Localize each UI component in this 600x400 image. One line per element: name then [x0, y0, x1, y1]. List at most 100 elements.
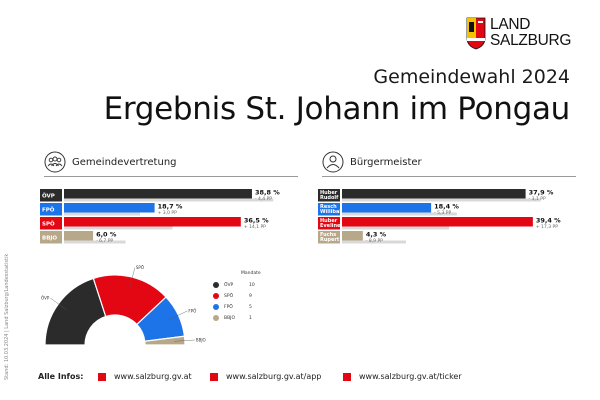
- change-label: - 4,4 PP: [255, 196, 272, 202]
- bar: [64, 189, 252, 199]
- category-label-box: [40, 203, 62, 216]
- legend-party: BBJO: [224, 315, 236, 321]
- value-label: 18,4 %: [434, 203, 459, 211]
- slice-leader-line: [50, 297, 67, 311]
- bar: [342, 231, 363, 241]
- bar-row-1: FPÖ 18,7 %+ 3,0 PP: [40, 203, 183, 216]
- logo-line-2: SALZBURG: [490, 31, 572, 49]
- previous-value-bar: [342, 212, 457, 216]
- change-label: + 14,1 PP: [244, 224, 266, 230]
- category-label-box: [40, 217, 62, 230]
- legend-item: BBJO 1: [213, 314, 283, 322]
- bar: [64, 203, 155, 213]
- legend-item: SPÖ 9: [213, 292, 283, 300]
- previous-value-bar: [64, 198, 274, 202]
- footer-link-text: www.salzburg.gv.at: [114, 372, 192, 381]
- group-people-icon: [44, 151, 66, 173]
- legend-item: FPÖ 5: [213, 303, 283, 311]
- bar-row-0: ÖVP 38,8 %- 4,4 PP: [40, 189, 280, 202]
- salzburg-shield-icon: [466, 17, 486, 50]
- bar: [64, 217, 241, 227]
- legend-dot: [213, 282, 219, 288]
- footer-link-ticker[interactable]: www.salzburg.gv.at/ticker: [343, 372, 462, 381]
- footer: Alle Infos: www.salzburg.gv.at www.salzb…: [38, 370, 598, 384]
- value-label: 39,4 %: [536, 217, 561, 225]
- mayor-section-label: Bürgermeister: [350, 156, 422, 168]
- mayor-section-rule: [322, 176, 576, 177]
- seat-distribution-chart: ÖVP SPÖ FPÖ BBJO: [41, 265, 206, 346]
- category-label: Rudolf: [320, 195, 339, 201]
- slice-label: SPÖ: [136, 265, 144, 270]
- category-label: Resch: [320, 204, 337, 210]
- category-label-box: [318, 189, 340, 202]
- footer-link-website[interactable]: www.salzburg.gv.at: [98, 372, 192, 381]
- legend-seats: 1: [249, 315, 252, 321]
- value-label: 6,0 %: [96, 231, 117, 239]
- stand-note: Stand: 10.03.2024 | Land Salzburg/Landes…: [4, 253, 10, 380]
- bar-row-2: SPÖ 36,5 %+ 14,1 PP: [40, 217, 269, 230]
- category-label: Rupert: [320, 237, 340, 243]
- land-salzburg-logo: LAND SALZBURG: [466, 16, 576, 50]
- page-subtitle: Gemeindewahl 2024: [373, 66, 570, 88]
- legend-party: ÖVP: [224, 282, 234, 288]
- bar: [342, 189, 526, 199]
- value-label: 18,7 %: [158, 203, 183, 211]
- seat-slice-3: [144, 335, 186, 346]
- category-label-box: [40, 189, 62, 202]
- legend-dot: [213, 293, 219, 299]
- page-title: Ergebnis St. Johann im Pongau: [103, 91, 571, 127]
- change-label: + 3,0 PP: [158, 210, 178, 216]
- change-label: - 5,3 PP: [434, 210, 451, 216]
- legend-seats: 10: [249, 282, 255, 288]
- footer-link-text: www.salzburg.gv.at/app: [226, 372, 322, 381]
- slice-leader-line: [168, 310, 188, 320]
- legend-party: FPÖ: [224, 304, 233, 310]
- category-label: ÖVP: [42, 192, 55, 199]
- category-label: Fuchs: [320, 232, 336, 238]
- bar-row-3: BBJO 6,0 %- 6,7 PP: [40, 231, 126, 244]
- footer-link-app[interactable]: www.salzburg.gv.at/app: [210, 372, 321, 381]
- person-icon: [322, 151, 344, 173]
- legend-item: ÖVP 10: [213, 281, 283, 289]
- legend-seats: 9: [249, 293, 252, 299]
- logo-line-1: LAND: [490, 16, 531, 33]
- category-label-box: [318, 217, 340, 230]
- value-label: 38,8 %: [255, 189, 280, 197]
- legend-dot: [213, 304, 219, 310]
- category-label: Willibald: [320, 209, 345, 215]
- category-label-box: [318, 231, 340, 244]
- previous-value-bar: [342, 226, 450, 230]
- category-label: Huber: [320, 190, 338, 196]
- category-label: Eveline: [320, 223, 341, 229]
- council-section-rule: [44, 176, 298, 177]
- mayor-section-head: Bürgermeister: [322, 151, 422, 173]
- previous-value-bar: [64, 226, 173, 230]
- council-section-head: Gemeindevertretung: [44, 151, 177, 173]
- council-bar-chart: ÖVP 38,8 %- 4,4 PP FPÖ 18,7 %+ 3,0 PP SPÖ 36,…: [40, 189, 280, 244]
- link-bullet-icon: [210, 372, 218, 381]
- category-label: Huber: [320, 218, 338, 224]
- value-label: 37,9 %: [529, 189, 554, 197]
- slice-label: ÖVP: [41, 295, 50, 300]
- value-label: 36,5 %: [244, 217, 269, 225]
- change-label: + 17,3 PP: [536, 224, 558, 230]
- previous-value-bar: [342, 198, 541, 202]
- slice-leader-line: [174, 339, 195, 342]
- category-label-box: [318, 203, 340, 216]
- legend-dot: [213, 315, 219, 321]
- legend-seats: 5: [249, 304, 252, 310]
- change-label: - 6,7 PP: [96, 238, 113, 244]
- category-label: SPÖ: [42, 220, 55, 227]
- previous-value-bar: [342, 240, 406, 244]
- slice-label: BBJO: [196, 337, 206, 342]
- category-label-box: [40, 231, 62, 244]
- value-label: 4,3 %: [366, 231, 387, 239]
- bar: [342, 217, 533, 227]
- bar: [64, 231, 94, 241]
- slice-label: FPÖ: [188, 308, 196, 313]
